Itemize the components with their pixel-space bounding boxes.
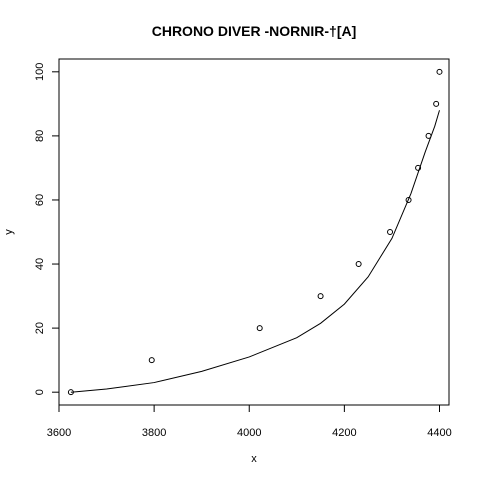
y-axis: 0 20 40 60 80 100	[34, 63, 60, 395]
data-point	[256, 325, 263, 332]
data-point	[355, 261, 362, 268]
x-tick-label: 4400	[427, 427, 451, 439]
x-tick-label: 4000	[237, 427, 261, 439]
x-axis: 3600 3800 4000 4200 4400	[47, 404, 452, 439]
x-axis-label: x	[251, 453, 257, 465]
data-points	[67, 68, 443, 396]
y-tick-label: 0	[34, 389, 46, 395]
x-tick-label: 3800	[142, 427, 166, 439]
data-point	[425, 132, 432, 139]
y-tick-label: 100	[34, 63, 46, 81]
data-point	[387, 229, 394, 235]
y-tick-label: 80	[34, 130, 46, 142]
x-tick-label: 3600	[47, 427, 71, 439]
data-point	[415, 164, 422, 171]
y-tick-label: 40	[34, 258, 46, 270]
data-point	[405, 196, 412, 203]
y-axis-label: y	[3, 229, 15, 235]
y-tick-label: 20	[34, 322, 46, 334]
data-point	[433, 100, 440, 107]
data-point	[436, 68, 443, 75]
y-tick-label: 60	[34, 194, 46, 206]
x-tick-label: 4200	[332, 427, 356, 439]
data-point	[67, 389, 74, 396]
data-point	[148, 357, 155, 364]
data-point	[317, 293, 324, 300]
chart-title: CHRONO DIVER -NORNIR-†[A]	[152, 23, 357, 39]
fit-curve-line	[70, 110, 440, 393]
